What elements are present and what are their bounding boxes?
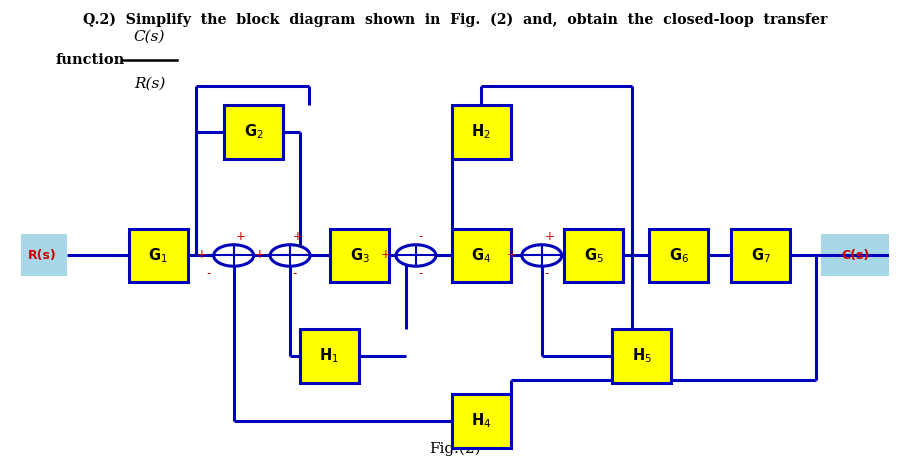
Text: C(s): C(s) xyxy=(134,30,166,43)
FancyBboxPatch shape xyxy=(224,105,283,159)
Text: H$_5$: H$_5$ xyxy=(632,347,652,365)
Text: H$_1$: H$_1$ xyxy=(319,347,339,365)
Circle shape xyxy=(396,245,436,266)
FancyBboxPatch shape xyxy=(822,234,889,276)
Text: +: + xyxy=(544,230,554,243)
Text: Q.2)  Simplify  the  block  diagram  shown  in  Fig.  (2)  and,  obtain  the  cl: Q.2) Simplify the block diagram shown in… xyxy=(83,13,827,27)
Text: G$_6$: G$_6$ xyxy=(669,246,689,265)
Text: G$_2$: G$_2$ xyxy=(244,122,263,141)
FancyBboxPatch shape xyxy=(612,329,672,383)
Text: G$_1$: G$_1$ xyxy=(148,246,168,265)
Text: G$_5$: G$_5$ xyxy=(584,246,604,265)
Text: -: - xyxy=(544,267,549,280)
Text: +: + xyxy=(237,230,246,243)
FancyBboxPatch shape xyxy=(330,229,389,282)
Text: H$_2$: H$_2$ xyxy=(471,122,490,141)
FancyBboxPatch shape xyxy=(128,229,187,282)
Circle shape xyxy=(521,245,561,266)
FancyBboxPatch shape xyxy=(299,329,359,383)
Text: H$_4$: H$_4$ xyxy=(470,412,491,431)
FancyBboxPatch shape xyxy=(451,394,511,448)
Circle shape xyxy=(214,245,254,266)
Text: -: - xyxy=(293,267,297,280)
FancyBboxPatch shape xyxy=(451,105,511,159)
Text: C(s): C(s) xyxy=(841,249,869,262)
Text: function: function xyxy=(56,53,125,67)
Text: R(s): R(s) xyxy=(28,249,57,262)
Text: -: - xyxy=(419,230,423,243)
FancyBboxPatch shape xyxy=(564,229,623,282)
Text: G$_7$: G$_7$ xyxy=(751,246,771,265)
FancyBboxPatch shape xyxy=(18,234,67,276)
FancyBboxPatch shape xyxy=(650,229,709,282)
FancyBboxPatch shape xyxy=(451,229,511,282)
Text: G$_4$: G$_4$ xyxy=(471,246,491,265)
Text: G$_3$: G$_3$ xyxy=(349,246,369,265)
Text: Fig.(2): Fig.(2) xyxy=(430,442,480,456)
Text: -: - xyxy=(207,267,211,280)
Text: +: + xyxy=(293,230,302,243)
Text: -: - xyxy=(419,267,423,280)
Circle shape xyxy=(270,245,310,266)
FancyBboxPatch shape xyxy=(731,229,790,282)
Text: R(s): R(s) xyxy=(134,77,165,91)
Text: +: + xyxy=(507,248,517,261)
Text: +: + xyxy=(381,248,390,261)
Text: +: + xyxy=(255,248,265,261)
Text: +: + xyxy=(197,248,207,261)
